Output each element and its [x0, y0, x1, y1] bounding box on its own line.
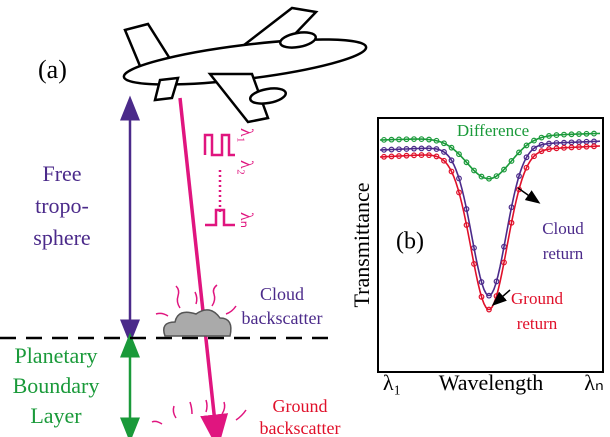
boundary-label: Layer — [30, 403, 82, 428]
ground-backscatter-label: backscatter — [260, 418, 341, 437]
ground-return-label: return — [517, 314, 558, 333]
ground-backscatter-label: Ground — [273, 396, 328, 416]
figure: λ₁ λ₂ λₙ (a) Free tropo- sphere Planetar… — [0, 0, 610, 437]
laser-beam — [180, 98, 216, 432]
cloud-backscatter-label: backscatter — [242, 308, 323, 328]
boundary-label: Planetary — [14, 343, 97, 368]
pulses — [205, 135, 235, 225]
difference-label: Difference — [457, 121, 529, 140]
wavelength-label: λ₁ — [237, 128, 257, 143]
troposphere-label: sphere — [33, 225, 90, 250]
panel-label: (a) — [38, 55, 67, 84]
boundary-label: Boundary — [13, 373, 100, 398]
backscatter-squiggles — [152, 285, 246, 424]
x-end-label: λₙ — [584, 370, 603, 395]
cloud-backscatter-label: Cloud — [260, 284, 304, 304]
troposphere-label: Free — [42, 161, 81, 186]
x-start-label: λ₁ — [383, 370, 401, 395]
cloud-return-label: return — [543, 244, 584, 263]
ground-return-label: Ground — [511, 289, 563, 308]
cloud-return-label: Cloud — [542, 219, 584, 238]
x-axis-label: Wavelength — [439, 370, 544, 395]
troposphere-label: tropo- — [35, 193, 89, 218]
wavelength-label: λ₂ — [237, 160, 257, 175]
cloud — [164, 310, 231, 336]
y-axis-label: Transmittance — [349, 182, 374, 307]
airplane — [122, 8, 368, 122]
panel-label: (b) — [396, 229, 424, 255]
wavelength-label: λₙ — [237, 212, 257, 228]
